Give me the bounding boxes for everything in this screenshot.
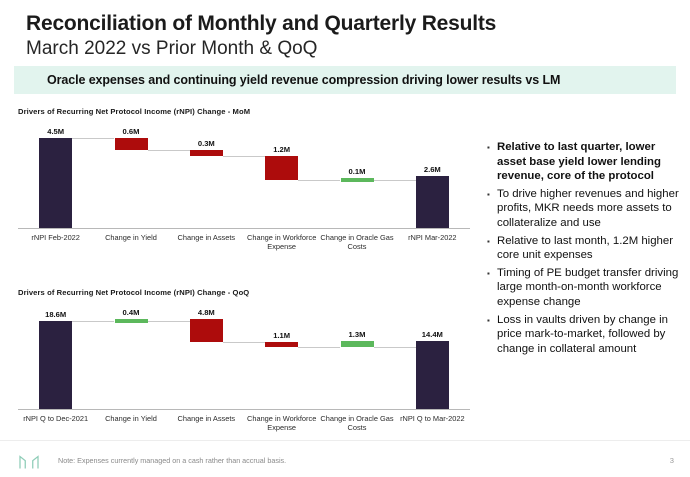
page-number: 3 — [669, 456, 674, 465]
waterfall-connector — [298, 346, 341, 348]
bar-value-label: 1.1M — [273, 330, 291, 340]
chart-bar — [415, 340, 449, 409]
bar-value-label: 1.3M — [348, 329, 366, 339]
bullet-text: Timing of PE budget transfer driving lar… — [497, 266, 679, 308]
chart-bar — [114, 319, 148, 323]
category-label: rNPI Q to Dec-2021 — [23, 414, 89, 423]
bar-value-label: 4.5M — [47, 127, 65, 136]
page-title: Reconciliation of Monthly and Quarterly … — [26, 12, 496, 61]
waterfall-connector — [147, 320, 190, 322]
waterfall-connector — [147, 150, 190, 151]
waterfall-connector — [72, 320, 115, 322]
footer-divider — [0, 440, 690, 441]
bullet-marker-icon: ▪ — [487, 268, 490, 278]
highlight-banner: Oracle expenses and continuing yield rev… — [14, 66, 676, 94]
bullet-item: ▪ Loss in vaults driven by change in pric… — [487, 313, 685, 357]
category-label: rNPI Mar-2022 — [408, 233, 457, 242]
category-label: Change in Assets — [177, 233, 236, 242]
waterfall-connector — [72, 138, 115, 139]
bullet-item: ▪ Relative to last quarter, lower asset b… — [487, 140, 685, 184]
category-label: rNPI Q to Mar-2022 — [400, 414, 465, 423]
bullet-item: ▪ Timing of PE budget transfer driving la… — [487, 266, 685, 310]
bullet-marker-icon: ▪ — [487, 315, 490, 325]
waterfall-connector — [373, 346, 416, 348]
bullet-marker-icon: ▪ — [487, 236, 490, 246]
chart-title-qoq: Drivers of Recurring Net Protocol Income… — [18, 288, 250, 297]
chart-bar — [415, 176, 449, 228]
waterfall-connector — [373, 180, 416, 181]
chart-bar — [340, 340, 374, 347]
footnote: Note: Expenses currently managed on a ca… — [58, 456, 287, 465]
chart-bar — [114, 138, 148, 150]
bar-value-label: 2.6M — [423, 165, 441, 174]
category-label: Change in Assets — [177, 414, 236, 423]
category-label: Change in Yield — [105, 414, 157, 423]
bullet-text: To drive higher revenues and higher prof… — [497, 187, 679, 229]
insights-bullet-list: ▪ Relative to last quarter, lower asset b… — [487, 140, 685, 359]
chart-bar — [189, 319, 223, 342]
chart-baseline — [18, 409, 470, 410]
chart-bar — [265, 341, 299, 347]
chart-bar — [265, 156, 299, 180]
category-label: Change in Workforce Expense — [247, 233, 317, 251]
bullet-item: ▪ Relative to last month, 1.2M higher cor… — [487, 234, 685, 263]
bullet-text: Relative to last month, 1.2M higher core… — [497, 234, 674, 262]
banner-text: Oracle expenses and continuing yield rev… — [47, 73, 561, 87]
bar-value-label: 4.8M — [197, 308, 215, 317]
chart-title-mom: Drivers of Recurring Net Protocol Income… — [18, 107, 251, 116]
category-label: Change in Oracle Gas Costs — [320, 414, 394, 432]
bar-value-label: 0.6M — [122, 127, 140, 136]
title-subtitle: March 2022 vs Prior Month & QoQ — [26, 38, 318, 59]
bar-value-label: 14.4M — [421, 329, 443, 339]
bullet-marker-icon: ▪ — [487, 143, 490, 152]
bullet-text: Relative to last quarter, lower asset ba… — [497, 141, 661, 183]
waterfall-chart-qoq: 18.6M rNPI Q to Dec-2021 0.4M Change in Yie… — [18, 303, 470, 433]
bar-value-label: 1.2M — [273, 145, 291, 154]
category-label: rNPI Feb-2022 — [31, 233, 80, 242]
bullet-text: Loss in vaults driven by change in price… — [497, 313, 668, 355]
maker-logo-icon — [19, 455, 39, 469]
chart-baseline — [18, 228, 470, 229]
bar-value-label: 0.1M — [348, 167, 366, 176]
bar-value-label: 18.6M — [45, 309, 67, 319]
category-label: Change in Yield — [105, 233, 157, 242]
bullet-item: ▪ To drive higher revenues and higher pro… — [487, 187, 685, 231]
category-label: Change in Workforce Expense — [247, 414, 317, 432]
waterfall-chart-mom: 4.5M rNPI Feb-2022 0.6M Change in Yield 0.3M… — [18, 122, 470, 252]
bar-value-label: 0.3M — [197, 139, 215, 148]
chart-bar — [39, 138, 73, 228]
chart-bar — [39, 320, 73, 409]
title-main: Reconciliation of Monthly and Quarterly … — [26, 12, 497, 35]
waterfall-connector — [222, 341, 266, 343]
waterfall-connector — [222, 156, 266, 157]
category-label: Change in Oracle Gas Costs — [320, 233, 394, 251]
chart-bar — [189, 150, 223, 156]
waterfall-connector — [298, 180, 341, 181]
bar-value-label: 0.4M — [122, 308, 140, 317]
chart-bar — [340, 178, 374, 182]
bullet-marker-icon: ▪ — [487, 189, 490, 199]
